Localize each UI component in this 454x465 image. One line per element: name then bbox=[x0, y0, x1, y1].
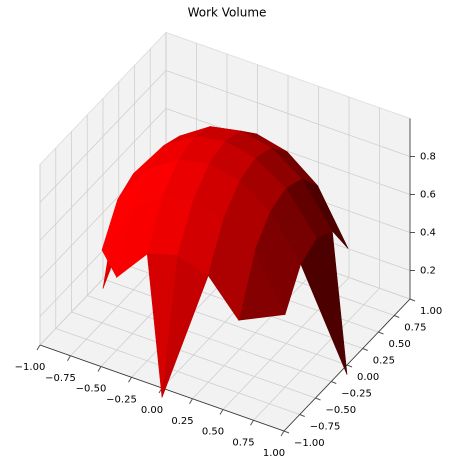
x-tick bbox=[189, 398, 193, 405]
surface-patch bbox=[207, 217, 255, 321]
y-tick-label: 0.00 bbox=[357, 372, 379, 383]
grid-line bbox=[165, 108, 411, 195]
grid-line bbox=[102, 278, 348, 366]
z-tick-label: 0.6 bbox=[420, 190, 436, 201]
y-tick-label: 0.25 bbox=[373, 356, 395, 367]
x-tick-label: 1.00 bbox=[263, 448, 285, 459]
x-tick-label: −0.25 bbox=[106, 394, 137, 405]
x-tick-label: 0.75 bbox=[232, 437, 254, 448]
x-tick-label: 0.00 bbox=[141, 405, 163, 416]
x-tick-label: −0.50 bbox=[76, 384, 107, 395]
x-tick bbox=[128, 376, 132, 383]
x-tick bbox=[250, 419, 254, 426]
y-tick-label: 0.75 bbox=[404, 323, 426, 334]
y-tick-label: −0.75 bbox=[310, 422, 341, 433]
grid-line bbox=[39, 70, 167, 203]
grid-line bbox=[165, 70, 411, 157]
x-tick bbox=[67, 355, 71, 362]
y-tick bbox=[299, 414, 305, 417]
z-tick-label: 0.2 bbox=[420, 266, 436, 277]
x-tick-label: 0.25 bbox=[171, 416, 193, 427]
y-tick bbox=[394, 315, 400, 318]
y-tick bbox=[315, 397, 321, 401]
x-tick bbox=[219, 409, 224, 415]
grid-line bbox=[55, 328, 300, 415]
y-tick-label: −1.00 bbox=[294, 438, 325, 449]
y-tick-label: 0.50 bbox=[389, 339, 411, 350]
x-tick-label: 0.50 bbox=[202, 427, 224, 438]
x-tick bbox=[36, 344, 41, 351]
y-tick bbox=[362, 348, 368, 351]
y-tick-label: −0.25 bbox=[341, 389, 372, 400]
y-tick bbox=[331, 381, 337, 384]
z-tick-label: 0.8 bbox=[420, 152, 436, 163]
y-tick bbox=[283, 430, 290, 434]
grid-line bbox=[39, 108, 167, 241]
axis-line bbox=[283, 298, 411, 432]
grid-line bbox=[87, 295, 332, 382]
chart-title: Work Volume bbox=[188, 6, 267, 20]
y-tick-label: −0.50 bbox=[326, 405, 357, 416]
y-tick-label: 1.00 bbox=[420, 306, 442, 317]
y-tick bbox=[378, 331, 384, 335]
x-tick-label: −0.75 bbox=[45, 373, 76, 384]
y-tick bbox=[346, 364, 353, 368]
z-tick-label: 0.4 bbox=[420, 228, 436, 239]
x-tick-label: −1.00 bbox=[15, 362, 46, 373]
x-tick bbox=[280, 430, 285, 437]
y-tick bbox=[409, 298, 416, 302]
x-tick bbox=[97, 366, 102, 372]
grid-line bbox=[71, 311, 316, 399]
